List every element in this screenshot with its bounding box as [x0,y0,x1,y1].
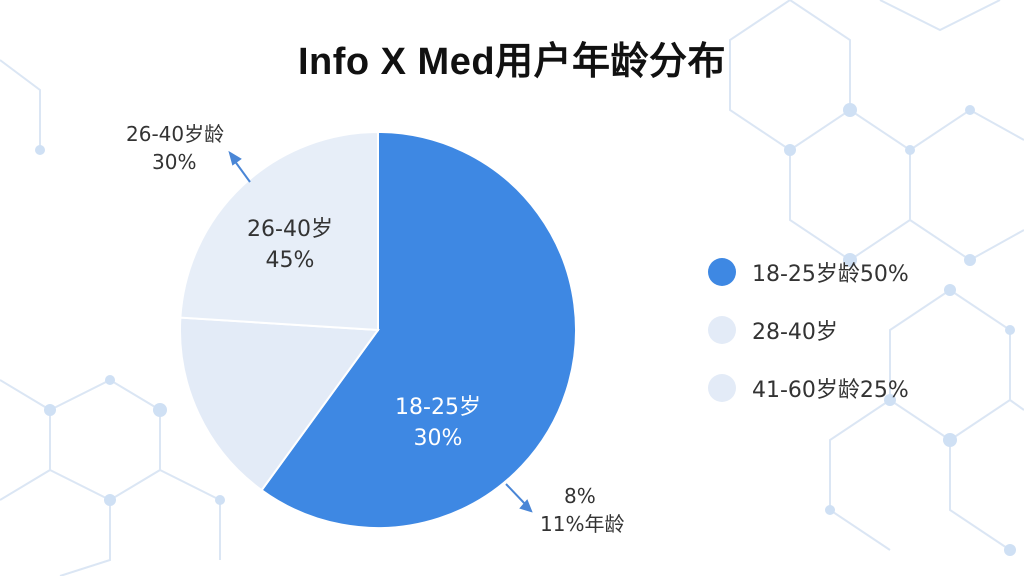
callout-top-left: 26-40岁龄 30% [126,120,224,176]
legend-label: 18-25岁龄50% [752,262,909,287]
legend-swatch [708,374,736,402]
slice-label-18-25: 18-25岁 30% [378,392,498,454]
callout-top-left-line2: 30% [152,150,197,174]
callout-bottom-right: 8% 11%年龄 [540,482,624,538]
slice-label-26-40-name: 26-40岁 [247,217,333,242]
slice-label-18-25-name: 18-25岁 [395,395,481,420]
slice-label-26-40-pct: 45% [265,248,315,273]
callout-top-left-line1: 26-40岁龄 [126,122,225,146]
callout-bottom-right-line2: 11%年龄 [540,512,625,536]
callout-bottom-right-line1: 8% [564,484,596,508]
chart-title: Info X Med用户年龄分布 [297,41,727,83]
slice-label-26-40: 26-40岁 45% [230,214,350,276]
legend-swatch [708,258,736,286]
slice-label-18-25-pct: 30% [413,426,463,451]
legend-label: 41-60岁龄25% [752,378,909,403]
pie-slice-18-25岁 [260,130,577,529]
callout-arrows [228,150,533,513]
pie-slice-26-40岁 [179,130,379,332]
pie-slice-segment-1 [179,316,380,492]
legend-swatch [708,316,736,344]
legend-label: 28-40岁 [752,320,838,345]
